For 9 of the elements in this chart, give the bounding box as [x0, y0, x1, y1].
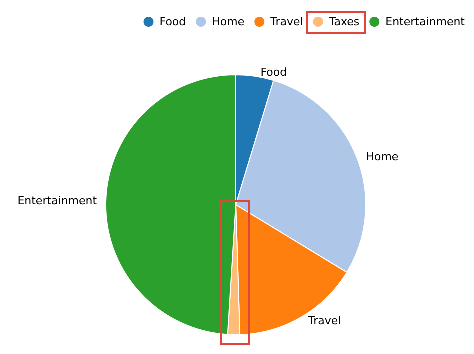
slice-label: Entertainment: [18, 194, 98, 208]
legend-label: Travel: [270, 16, 304, 28]
legend-label: Home: [212, 16, 245, 28]
legend-label: Entertainment: [386, 16, 466, 28]
legend-label: Food: [160, 16, 186, 28]
slice-label: Home: [366, 150, 399, 164]
legend-label: Taxes: [328, 16, 360, 28]
slice-label: Food: [260, 66, 288, 79]
slice-label: Travel: [307, 314, 342, 328]
